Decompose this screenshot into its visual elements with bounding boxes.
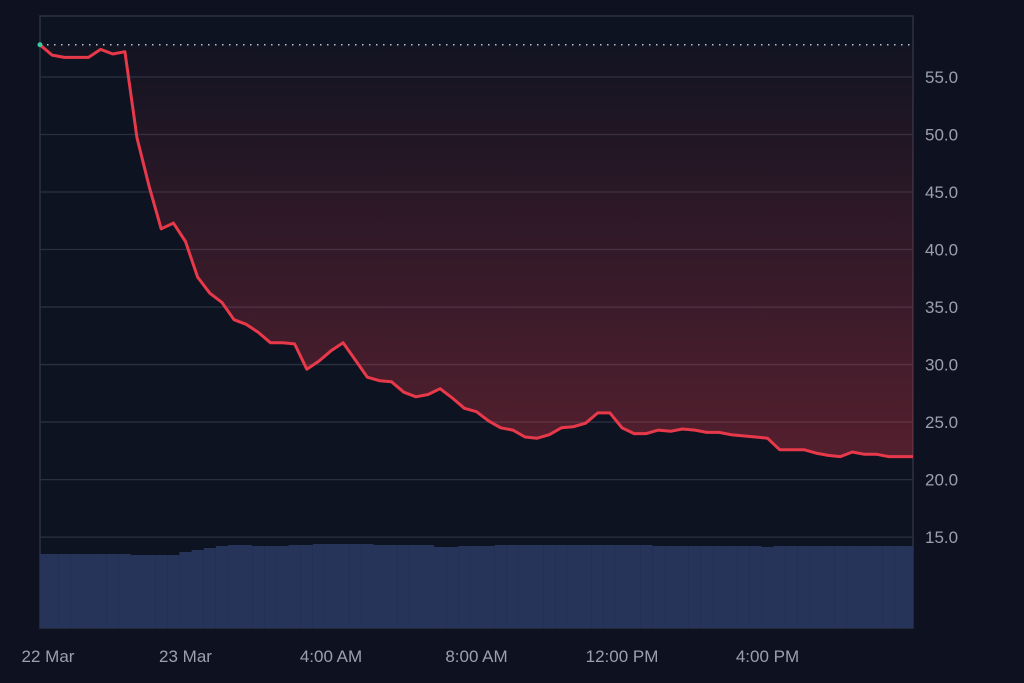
x-tick-label: 4:00 PM [736,647,799,666]
volume-bars [40,544,913,628]
volume-bar [664,546,677,628]
y-tick-label: 20.0 [925,471,958,490]
price-line [39,43,913,459]
volume-bar [797,546,810,628]
x-tick-label: 12:00 PM [586,647,659,666]
volume-bar [676,546,689,628]
volume-bar [264,546,277,628]
volume-bar [40,554,47,628]
volume-bar [215,546,228,628]
volume-bar [349,544,362,628]
volume-bar [870,546,883,628]
volume-bar [543,545,556,628]
start-marker [37,42,43,48]
volume-bar [652,546,665,628]
volume-bar [615,545,629,628]
volume-bar [167,555,180,628]
volume-bar [809,546,823,628]
volume-bar [858,546,871,628]
volume-bar [591,545,604,628]
volume-bar [725,546,738,628]
volume-bar [300,545,313,628]
volume-bar [458,546,471,628]
volume-bar [712,546,726,628]
volume-bar [240,545,253,628]
volume-bar [324,544,338,628]
x-tick-label: 4:00 AM [300,647,362,666]
volume-bar [688,546,701,628]
volume-bar [227,545,241,628]
volume-bar [628,545,641,628]
y-tick-label: 55.0 [925,68,958,87]
volume-bar [397,545,410,628]
volume-bar [252,546,265,628]
volume-bar [421,545,435,628]
volume-bar [494,545,507,628]
y-tick-label: 30.0 [925,356,958,375]
volume-bar [361,544,374,628]
volume-bar [579,545,592,628]
volume-bar [409,545,422,628]
volume-bar [70,554,83,628]
volume-bar [882,546,895,628]
volume-bar [82,554,95,628]
volume-bar [155,555,168,628]
volume-bar [834,546,847,628]
volume-bar [203,548,216,628]
y-tick-label: 45.0 [925,183,958,202]
y-tick-label: 15.0 [925,528,958,547]
volume-bar [846,546,859,628]
volume-bar [434,547,447,628]
volume-bar [700,546,713,628]
volume-bar [385,545,398,628]
volume-bar [506,545,519,628]
volume-bar [94,554,107,628]
volume-bar [761,547,774,628]
volume-bar [312,544,325,628]
y-axis: 15.0 20.0 25.0 30.0 35.0 40.0 45.0 50.0 55.0 [925,68,958,547]
volume-bar [773,546,786,628]
volume-bar [482,546,495,628]
volume-bar [785,546,798,628]
volume-bar [446,547,459,628]
volume-bar [179,552,192,628]
area-fill [40,44,913,457]
volume-bar [640,545,653,628]
volume-bar [276,546,289,628]
volume-bar [470,546,483,628]
y-tick-label: 25.0 [925,413,958,432]
volume-bar [737,546,750,628]
volume-bar [46,554,59,628]
volume-bar [567,545,580,628]
volume-bar [373,545,386,628]
volume-bar [518,545,532,628]
volume-bar [531,545,544,628]
volume-bar [603,545,616,628]
volume-bar [906,546,913,628]
volume-bar [337,544,350,628]
y-tick-label: 40.0 [925,241,958,260]
volume-bar [555,545,568,628]
volume-bar [749,546,762,628]
x-tick-label: 23 Mar [159,647,212,666]
volume-bar [822,546,835,628]
volume-bar [58,554,71,628]
volume-bar [106,554,119,628]
y-tick-label: 35.0 [925,298,958,317]
volume-bar [143,555,156,628]
x-axis: 22 Mar 23 Mar 4:00 AM 8:00 AM 12:00 PM 4:00 P… [22,647,800,666]
x-tick-label: 22 Mar [22,647,75,666]
volume-bar [191,550,204,628]
volume-bar [118,554,131,628]
volume-bar [288,545,301,628]
volume-bar [894,546,907,628]
volume-bar [130,555,144,628]
y-tick-label: 50.0 [925,125,958,144]
x-tick-label: 8:00 AM [445,647,507,666]
